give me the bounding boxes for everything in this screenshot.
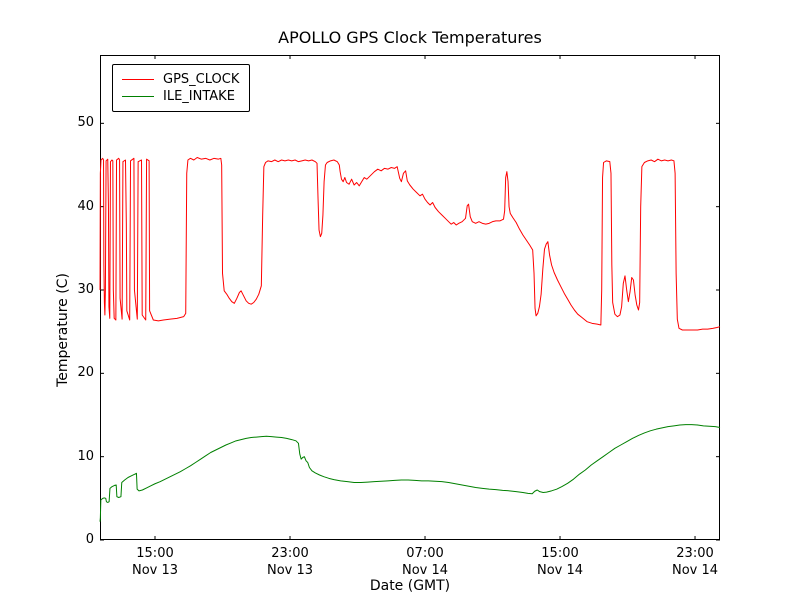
legend-item-ile-intake: ILE_INTAKE [122, 89, 239, 104]
y-tick-label: 0 [85, 532, 94, 547]
x-tick-label: 23:00 Nov 13 [245, 545, 335, 579]
x-axis-label: Date (GMT) [369, 578, 451, 594]
legend-line-sample-ile-intake [122, 96, 154, 97]
x-tick-time: 07:00 [406, 546, 444, 561]
x-tick-date: Nov 14 [401, 563, 449, 578]
y-tick-label: 10 [77, 448, 94, 464]
chart-title: APOLLO GPS Clock Temperatures [278, 28, 542, 47]
x-tick-label: 07:00 Nov 14 [380, 545, 470, 579]
x-tick-label: 15:00 Nov 13 [110, 545, 200, 579]
x-tick-time: 15:00 [136, 546, 174, 561]
x-tick-date: Nov 13 [266, 563, 314, 578]
x-tick-label: 23:00 Nov 14 [650, 545, 740, 579]
y-tick-label: 20 [77, 365, 94, 381]
x-tick-date: Nov 14 [671, 563, 719, 578]
x-tick-time: 15:00 [541, 546, 579, 561]
x-tick-date: Nov 14 [536, 563, 584, 578]
legend-item-gps-clock: GPS_CLOCK [122, 72, 239, 87]
x-tick-date: Nov 13 [131, 563, 179, 578]
legend: GPS_CLOCK ILE_INTAKE [112, 64, 251, 112]
x-tick-time: 23:00 [271, 546, 309, 561]
y-tick-label: 40 [77, 198, 94, 214]
legend-label-ile-intake: ILE_INTAKE [163, 89, 235, 104]
ile-intake-line [99, 424, 721, 522]
legend-line-sample-gps-clock [122, 79, 154, 80]
y-tick-label: 30 [77, 282, 94, 297]
axes-frame [100, 55, 720, 540]
x-tick-time: 23:00 [676, 546, 714, 561]
x-tick-label: 15:00 Nov 14 [515, 545, 605, 579]
y-tick-label: 50 [77, 115, 94, 131]
legend-label-gps-clock: GPS_CLOCK [163, 72, 240, 87]
gps-clock-line [99, 157, 721, 331]
